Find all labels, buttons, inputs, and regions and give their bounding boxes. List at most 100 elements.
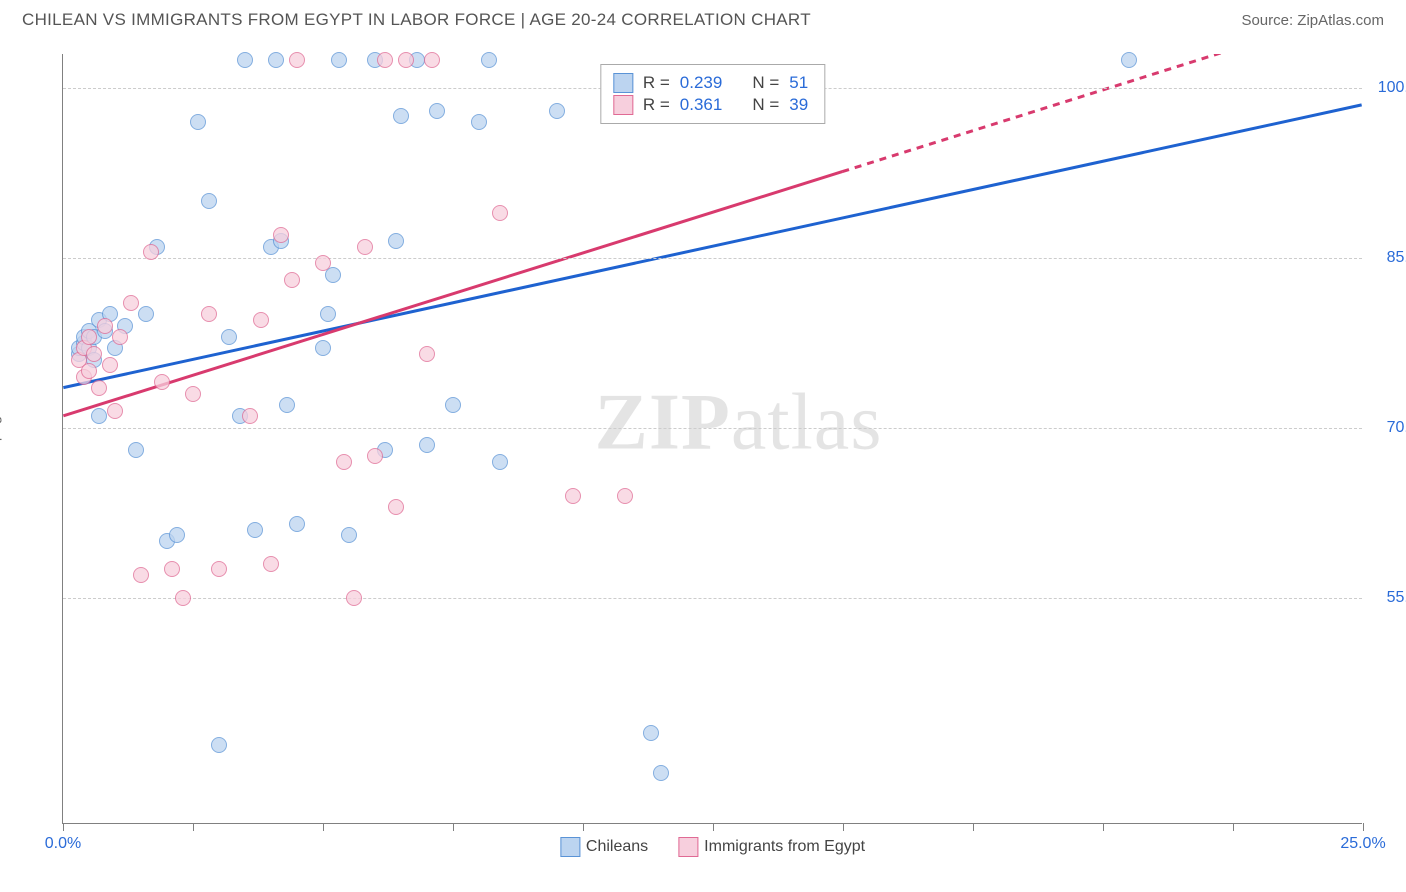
data-point [86, 346, 102, 362]
legend-swatch-chileans [613, 73, 633, 93]
data-point [284, 272, 300, 288]
data-point [138, 306, 154, 322]
data-point [81, 329, 97, 345]
stats-legend-row: R = 0.239 N = 51 [613, 73, 808, 93]
data-point [112, 329, 128, 345]
n-value-egypt: 39 [789, 95, 808, 115]
x-tick [453, 823, 454, 831]
data-point [388, 499, 404, 515]
data-point [211, 561, 227, 577]
data-point [81, 363, 97, 379]
data-point [175, 590, 191, 606]
chart-container: In Labor Force | Age 20-24 ZIPatlas R = … [22, 44, 1384, 864]
data-point [143, 244, 159, 260]
data-point [346, 590, 362, 606]
data-point [315, 340, 331, 356]
data-point [97, 318, 113, 334]
data-point [336, 454, 352, 470]
gridline [63, 598, 1362, 599]
data-point [565, 488, 581, 504]
r-value-chileans: 0.239 [680, 73, 723, 93]
data-point [154, 374, 170, 390]
r-value-egypt: 0.361 [680, 95, 723, 115]
stats-legend: R = 0.239 N = 51 R = 0.361 N = 39 [600, 64, 825, 124]
x-tick-label: 25.0% [1340, 835, 1385, 853]
chart-title: CHILEAN VS IMMIGRANTS FROM EGYPT IN LABO… [22, 10, 811, 30]
data-point [273, 227, 289, 243]
data-point [102, 357, 118, 373]
x-tick [1363, 823, 1364, 831]
data-point [1121, 52, 1137, 68]
chart-header: CHILEAN VS IMMIGRANTS FROM EGYPT IN LABO… [0, 0, 1406, 38]
y-tick-label: 85.0% [1372, 249, 1406, 267]
data-point [357, 239, 373, 255]
data-point [393, 108, 409, 124]
y-tick-label: 55.0% [1372, 589, 1406, 607]
data-point [268, 52, 284, 68]
data-point [169, 527, 185, 543]
data-point [429, 103, 445, 119]
data-point [221, 329, 237, 345]
data-point [643, 725, 659, 741]
x-tick [713, 823, 714, 831]
data-point [253, 312, 269, 328]
data-point [367, 448, 383, 464]
n-value-chileans: 51 [789, 73, 808, 93]
data-point [289, 52, 305, 68]
data-point [320, 306, 336, 322]
gridline [63, 428, 1362, 429]
data-point [242, 408, 258, 424]
data-point [128, 442, 144, 458]
data-point [211, 737, 227, 753]
data-point [492, 205, 508, 221]
x-tick [193, 823, 194, 831]
data-point [91, 380, 107, 396]
data-point [289, 516, 305, 532]
data-point [377, 52, 393, 68]
y-tick-label: 70.0% [1372, 419, 1406, 437]
data-point [164, 561, 180, 577]
data-point [133, 567, 149, 583]
data-point [123, 295, 139, 311]
plot-area: ZIPatlas R = 0.239 N = 51 R = 0.361 N = … [62, 54, 1362, 824]
chart-source: Source: ZipAtlas.com [1241, 12, 1384, 29]
x-tick [973, 823, 974, 831]
data-point [331, 52, 347, 68]
x-tick [583, 823, 584, 831]
x-tick [63, 823, 64, 831]
data-point [398, 52, 414, 68]
legend-item-chileans: Chileans [560, 837, 648, 857]
data-point [315, 255, 331, 271]
data-point [549, 103, 565, 119]
legend-swatch-icon [678, 837, 698, 857]
x-tick [1233, 823, 1234, 831]
legend-swatch-icon [560, 837, 580, 857]
y-tick-label: 100.0% [1372, 79, 1406, 97]
data-point [471, 114, 487, 130]
data-point [445, 397, 461, 413]
data-point [279, 397, 295, 413]
x-tick [843, 823, 844, 831]
data-point [190, 114, 206, 130]
y-axis-label: In Labor Force | Age 20-24 [0, 365, 3, 543]
data-point [424, 52, 440, 68]
data-point [388, 233, 404, 249]
data-point [107, 403, 123, 419]
data-point [263, 556, 279, 572]
data-point [237, 52, 253, 68]
data-point [419, 437, 435, 453]
x-tick [1103, 823, 1104, 831]
data-point [201, 306, 217, 322]
data-point [185, 386, 201, 402]
trend-lines [63, 54, 1362, 823]
legend-item-egypt: Immigrants from Egypt [678, 837, 865, 857]
data-point [247, 522, 263, 538]
stats-legend-row: R = 0.361 N = 39 [613, 95, 808, 115]
x-tick-label: 0.0% [45, 835, 81, 853]
series-legend: Chileans Immigrants from Egypt [560, 837, 865, 857]
data-point [492, 454, 508, 470]
data-point [91, 408, 107, 424]
watermark: ZIPatlas [594, 378, 882, 469]
data-point [481, 52, 497, 68]
data-point [341, 527, 357, 543]
